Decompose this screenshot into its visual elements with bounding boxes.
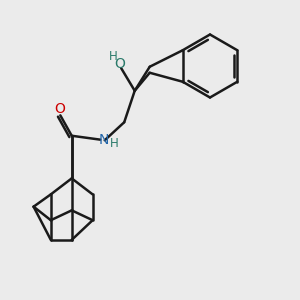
Text: H: H bbox=[108, 50, 117, 63]
Text: O: O bbox=[54, 102, 65, 116]
Text: H: H bbox=[110, 137, 119, 150]
Text: O: O bbox=[114, 57, 125, 71]
Text: N: N bbox=[99, 133, 109, 147]
